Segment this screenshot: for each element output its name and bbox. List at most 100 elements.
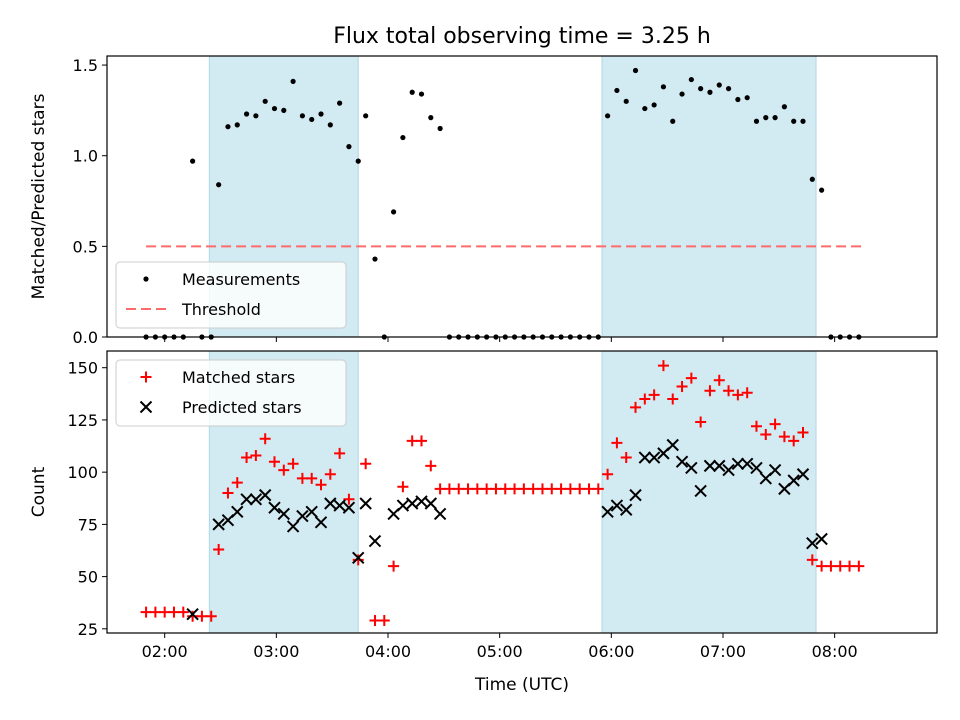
data-point [546, 483, 558, 495]
y-tick-label: 150 [67, 359, 98, 378]
data-point [190, 158, 196, 164]
data-point [369, 614, 381, 626]
legend-handle [140, 371, 152, 383]
data-point [241, 452, 253, 464]
series-predicted-stars [186, 438, 828, 621]
data-point [262, 98, 268, 104]
data-point [360, 458, 372, 470]
data-point [222, 487, 234, 499]
bottom-panel: 25 50 75 100 125 150 02:00 03:00 04:00 05:00 06:00… [29, 350, 938, 661]
data-point [527, 483, 539, 495]
data-point [287, 458, 299, 470]
data-point [390, 209, 397, 215]
data-point [648, 389, 660, 401]
data-point [723, 385, 735, 397]
data-point [592, 483, 604, 495]
data-point [772, 115, 778, 121]
x-tick-label: 04:00 [365, 642, 411, 661]
data-point [660, 84, 667, 90]
data-point [278, 464, 290, 476]
data-point [695, 416, 707, 428]
data-point [809, 176, 815, 182]
data-point [732, 389, 744, 401]
data-point [216, 182, 222, 188]
legend-label: Matched stars [182, 368, 295, 387]
data-point [205, 610, 217, 622]
data-point [698, 86, 704, 92]
data-point [735, 96, 741, 103]
data-point [281, 107, 287, 113]
data-point [620, 452, 632, 464]
data-point [212, 518, 225, 531]
y-tick-label: 0.0 [73, 328, 98, 347]
data-point [676, 381, 688, 393]
data-point [355, 158, 361, 164]
data-point [259, 433, 271, 445]
data-point [707, 89, 713, 95]
data-point [630, 401, 642, 413]
data-point [791, 118, 797, 124]
data-point [639, 393, 651, 405]
data-point [620, 503, 633, 516]
data-point [583, 483, 595, 495]
data-point [741, 387, 753, 399]
data-point [315, 479, 327, 491]
data-point [187, 610, 199, 622]
data-point [685, 372, 697, 384]
data-point [574, 483, 586, 495]
data-point [816, 560, 828, 572]
data-point [481, 483, 493, 495]
data-point [796, 468, 810, 481]
data-point [768, 463, 782, 477]
data-point [425, 460, 437, 472]
data-point [787, 474, 800, 487]
legend-label: Threshold [181, 300, 261, 319]
data-point [453, 483, 465, 495]
x-tick-label: 05:00 [477, 642, 523, 661]
legend-label: Measurements [182, 270, 300, 289]
data-point [159, 606, 171, 618]
x-tick-label: 08:00 [812, 642, 858, 661]
data-point [769, 418, 781, 430]
x-tick-label: 02:00 [142, 642, 188, 661]
data-point [853, 560, 865, 572]
shaded-interval [601, 55, 817, 338]
data-point [352, 554, 364, 566]
y-tick-label: 125 [67, 411, 98, 430]
data-point [327, 122, 333, 128]
data-point [418, 91, 425, 97]
data-point [249, 493, 263, 506]
data-point [704, 385, 716, 397]
data-point [213, 543, 225, 555]
data-point [324, 468, 336, 480]
y-tick-label: 25 [78, 620, 98, 639]
data-point [819, 187, 825, 193]
data-point [286, 520, 300, 533]
data-point [629, 488, 642, 502]
data-point [231, 505, 244, 519]
data-point [610, 499, 624, 512]
data-point [781, 104, 787, 110]
y-axis-label: Matched/Predicted stars [29, 93, 49, 299]
data-point [679, 91, 685, 97]
data-point [296, 509, 309, 523]
data-point [258, 488, 272, 502]
data-point [437, 125, 443, 132]
data-point [788, 435, 800, 447]
data-point [314, 516, 328, 529]
data-point [240, 493, 253, 506]
data-point [168, 606, 180, 618]
data-point [713, 374, 725, 386]
data-point [657, 360, 669, 372]
data-point [713, 459, 726, 473]
y-tick-label: 1.0 [73, 147, 98, 166]
y-tick-label: 1.5 [73, 56, 98, 75]
data-point [196, 610, 208, 622]
data-point [614, 87, 620, 94]
data-point [405, 497, 419, 510]
data-point [334, 447, 346, 459]
data-point [740, 457, 754, 471]
data-point [396, 499, 410, 512]
data-point [359, 497, 372, 510]
data-point [177, 606, 189, 618]
